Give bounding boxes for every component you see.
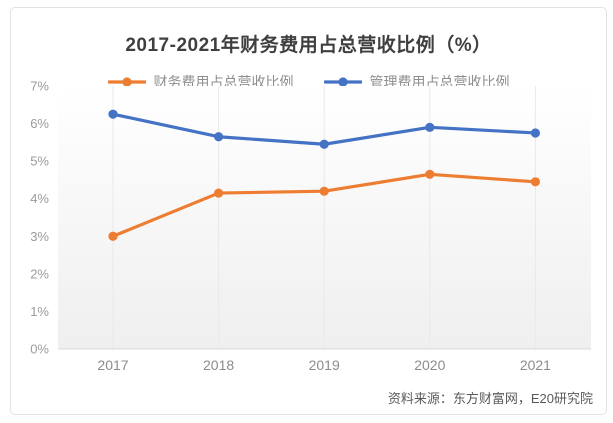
data-point-marker (530, 128, 541, 138)
y-tick-label: 7% (30, 79, 49, 94)
line-dot-marker-icon (107, 77, 146, 87)
source-note: 资料来源：东方财富网，E20研究院 (387, 391, 593, 406)
chart-card: 2017-2021年财务费用占总营收比例（%） 财务费用占总营收比例 管理费用占… (10, 7, 607, 415)
line-chart-plot: 0% 1% 2% 3% 4% 5% 6% 7% 2017 2018 2019 2020 2021 (30, 79, 591, 373)
y-tick-label: 5% (30, 154, 49, 169)
x-tick-label: 2021 (520, 357, 551, 373)
x-tick-label: 2020 (414, 357, 445, 373)
y-tick-label: 4% (30, 191, 49, 206)
chart-title: 2017-2021年财务费用占总营收比例（%） (125, 35, 492, 56)
data-point-marker (108, 231, 118, 241)
y-tick-label: 6% (30, 116, 49, 131)
data-point-marker (108, 109, 118, 119)
data-point-marker (319, 139, 329, 149)
data-point-marker (425, 122, 435, 132)
line-dot-marker-icon (323, 77, 362, 87)
y-tick-label: 3% (30, 229, 49, 244)
y-tick-label: 0% (30, 342, 49, 357)
y-tick-label: 2% (30, 266, 49, 281)
data-point-marker (530, 177, 541, 187)
data-point-marker (214, 132, 224, 142)
x-tick-label: 2019 (309, 357, 340, 373)
y-tick-label: 1% (30, 304, 49, 319)
data-point-marker (425, 169, 435, 179)
x-tick-label: 2017 (97, 357, 128, 373)
data-point-marker (214, 188, 224, 198)
x-tick-label: 2018 (203, 357, 234, 373)
data-point-marker (319, 186, 329, 196)
